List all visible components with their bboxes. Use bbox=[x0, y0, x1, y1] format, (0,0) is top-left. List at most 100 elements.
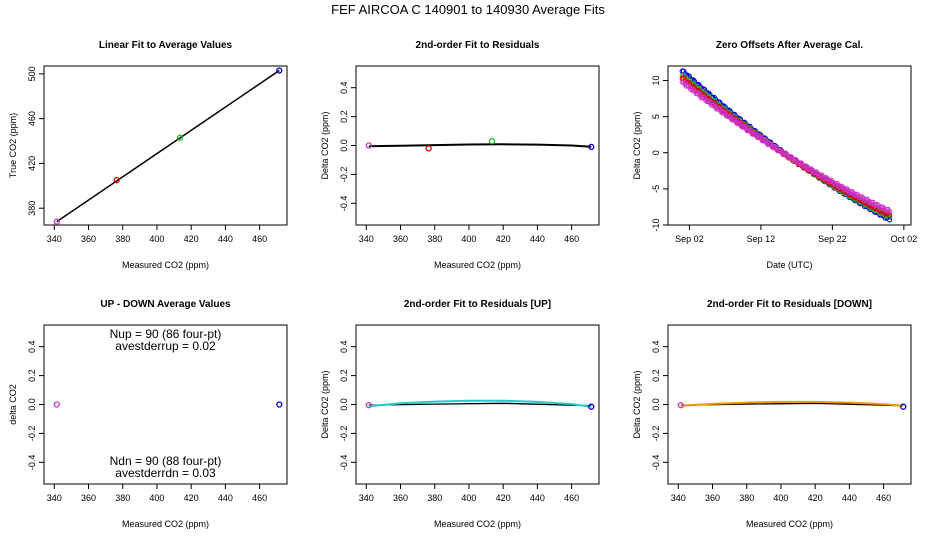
y-axis-label: delta CO2 bbox=[8, 384, 18, 425]
data-point-red bbox=[113, 177, 120, 184]
y-tick-label: 0.0 bbox=[651, 398, 661, 411]
y-tick-label: -0.2 bbox=[339, 426, 349, 442]
data-point-magenta bbox=[365, 142, 372, 149]
x-tick-label: 420 bbox=[184, 493, 199, 503]
data-point-magenta bbox=[365, 402, 372, 409]
y-tick-label: 420 bbox=[27, 156, 37, 171]
data-point-blue bbox=[276, 401, 283, 408]
y-tick-label: 0.4 bbox=[27, 340, 37, 353]
x-tick-label: 460 bbox=[564, 234, 579, 244]
panel-1: Linear Fit to Average Values 340 360 380 400… bbox=[8, 40, 288, 270]
data-point-magenta bbox=[53, 401, 60, 408]
plot-frame bbox=[667, 65, 912, 226]
data-point-magenta bbox=[53, 218, 60, 225]
y-tick-label: 0.2 bbox=[651, 369, 661, 382]
base-curve bbox=[368, 402, 592, 407]
x-tick-label: 340 bbox=[671, 493, 686, 503]
x-tick-label: 400 bbox=[149, 234, 164, 244]
fit-curve bbox=[368, 143, 592, 148]
data-point-green bbox=[176, 134, 184, 141]
data-point-blue bbox=[588, 143, 595, 151]
y-tick-label: -0.4 bbox=[339, 196, 349, 212]
y-tick-label: 0.0 bbox=[27, 398, 37, 411]
x-tick-label: 360 bbox=[81, 234, 96, 244]
x-tick-label: 400 bbox=[461, 234, 476, 244]
x-axis-label: Measured CO2 (ppm) bbox=[122, 260, 209, 270]
x-tick-label: 420 bbox=[184, 234, 199, 244]
data-point-blue bbox=[588, 403, 595, 410]
y-tick-label: -0.4 bbox=[651, 455, 661, 471]
panel-title: 2nd-order Fit to Residuals bbox=[416, 40, 540, 51]
panel-title: UP - DOWN Average Values bbox=[100, 299, 231, 310]
plot-frame bbox=[43, 65, 288, 226]
x-tick-label: 360 bbox=[393, 234, 408, 244]
y-tick-label: 0.2 bbox=[339, 110, 349, 123]
panel-title: 2nd-order Fit to Residuals [DOWN] bbox=[707, 299, 872, 310]
y-tick-label: 10 bbox=[651, 75, 661, 85]
annotation-text: avestderrdn = 0.03 bbox=[115, 466, 216, 480]
panel-title: 2nd-order Fit to Residuals [UP] bbox=[404, 299, 551, 310]
x-tick-label: 440 bbox=[218, 234, 233, 244]
x-tick-label: 380 bbox=[739, 493, 754, 503]
x-tick-label: 360 bbox=[393, 493, 408, 503]
y-tick-label: 0.4 bbox=[339, 340, 349, 353]
fit-curve bbox=[368, 399, 592, 408]
x-tick-label: 420 bbox=[496, 493, 511, 503]
x-tick-label: 340 bbox=[47, 234, 62, 244]
data-point-red bbox=[425, 145, 432, 152]
y-tick-label: -0.4 bbox=[27, 455, 37, 471]
x-tick-label: 340 bbox=[359, 493, 374, 503]
x-tick-label: 400 bbox=[149, 493, 164, 503]
figure-title: FEF AIRCOA C 140901 to 140930 Average Fi… bbox=[331, 2, 605, 17]
y-tick-label: 0.2 bbox=[27, 369, 37, 382]
annotation-text: Ndn = 90 (88 four-pt) bbox=[110, 454, 222, 468]
y-tick-label: 5 bbox=[651, 114, 661, 119]
x-tick-label: 360 bbox=[81, 493, 96, 503]
y-tick-label: 0 bbox=[651, 150, 661, 155]
x-tick-label: 400 bbox=[773, 493, 788, 503]
y-tick-label: 0.4 bbox=[339, 81, 349, 94]
data-point bbox=[823, 174, 829, 181]
y-tick-label: 0.4 bbox=[651, 340, 661, 353]
x-tick-label: 460 bbox=[564, 493, 579, 503]
y-tick-label: 0.2 bbox=[339, 369, 349, 382]
panel-title: Zero Offsets After Average Cal. bbox=[716, 40, 863, 51]
x-tick-label: 380 bbox=[427, 234, 442, 244]
data-point bbox=[859, 194, 865, 200]
x-axis-label: Measured CO2 (ppm) bbox=[434, 519, 521, 529]
x-axis-label: Date (UTC) bbox=[766, 260, 812, 270]
y-axis-label: True CO2 (ppm) bbox=[8, 113, 18, 178]
x-tick-label: 440 bbox=[218, 493, 233, 503]
data-point bbox=[701, 95, 708, 101]
data-point bbox=[716, 106, 723, 112]
x-tick-label: 460 bbox=[252, 234, 267, 244]
series-magenta bbox=[679, 79, 893, 215]
data-point bbox=[886, 212, 893, 219]
x-tick-label: 460 bbox=[252, 493, 267, 503]
y-axis-label: Delta CO2 (ppm) bbox=[320, 111, 330, 179]
x-tick-label: 420 bbox=[496, 234, 511, 244]
data-point bbox=[757, 134, 763, 140]
x-tick-label: 340 bbox=[47, 493, 62, 503]
data-point bbox=[737, 121, 743, 127]
panel-5: 2nd-order Fit to Residuals [UP] 340 360 380… bbox=[320, 299, 600, 529]
x-tick-label: 460 bbox=[876, 493, 891, 503]
data-point bbox=[886, 209, 893, 215]
x-tick-label: 340 bbox=[359, 234, 374, 244]
annotation-text: avestderrup = 0.02 bbox=[115, 339, 216, 353]
annotation-text: Nup = 90 (86 four-pt) bbox=[110, 327, 222, 341]
y-tick-label: 460 bbox=[27, 111, 37, 126]
y-axis-label: Delta CO2 (ppm) bbox=[320, 370, 330, 438]
x-tick-label: 400 bbox=[461, 493, 476, 503]
y-axis-label: Delta CO2 (ppm) bbox=[632, 370, 642, 438]
y-tick-label: 0.0 bbox=[339, 139, 349, 152]
data-point bbox=[707, 99, 713, 106]
x-axis-label: Measured CO2 (ppm) bbox=[434, 260, 521, 270]
panel-6: 2nd-order Fit to Residuals [DOWN] 340 360 3… bbox=[632, 299, 912, 529]
y-tick-label: -0.2 bbox=[339, 167, 349, 183]
panel-2: 2nd-order Fit to Residuals 340 360 380 400 42… bbox=[320, 40, 600, 270]
panel-3: Zero Offsets After Average Cal. Sep 02 Sep… bbox=[632, 40, 917, 270]
data-point-blue bbox=[276, 67, 283, 74]
fit-curve bbox=[680, 400, 904, 407]
